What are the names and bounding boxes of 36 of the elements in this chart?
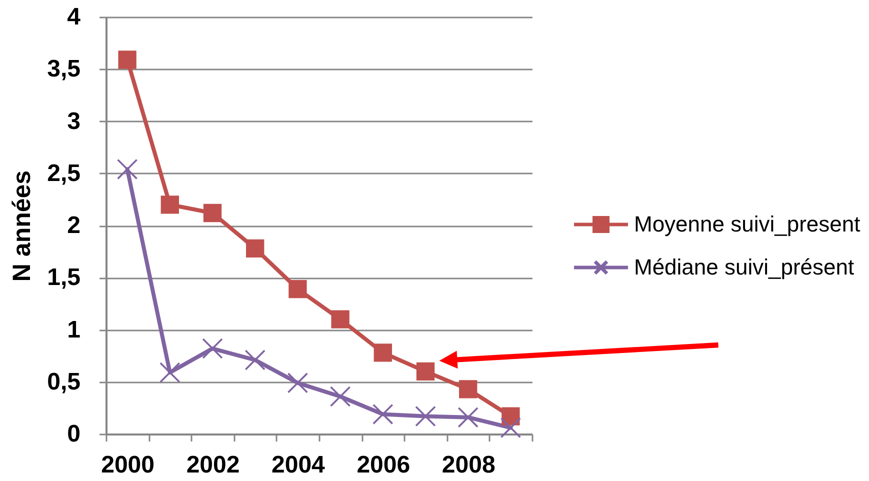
point (246, 239, 264, 258)
y-tick-label: 0 (67, 420, 80, 448)
point (287, 372, 308, 394)
y-tick-label: 3 (67, 108, 80, 135)
y-tick-label: 0,5 (47, 368, 80, 396)
legend-label: Moyenne suivi_present (634, 212, 860, 236)
point (372, 404, 394, 425)
y-axis-title: N années (8, 170, 36, 282)
point (416, 362, 435, 381)
point (331, 310, 350, 328)
point (118, 50, 136, 69)
point (374, 344, 392, 362)
point (415, 406, 436, 427)
x-tick-label: 2000 (101, 452, 154, 478)
legend-label: Médiane suivi_présent (634, 254, 854, 280)
point (288, 280, 307, 298)
y-tick-label: 1,5 (47, 264, 80, 292)
y-tick-label: 2 (67, 212, 80, 239)
point (116, 158, 138, 180)
point (244, 350, 266, 370)
y-tick-label: 2,5 (47, 160, 80, 187)
x-tick-label: 2008 (442, 452, 496, 478)
point (330, 386, 351, 407)
y-tick-label: 3,5 (47, 56, 80, 83)
y-tick-label: 1 (67, 316, 80, 344)
point (160, 196, 179, 214)
point (202, 338, 223, 359)
point (459, 380, 478, 398)
point (160, 362, 180, 383)
point (500, 417, 522, 438)
x-tick-label: 2004 (272, 452, 326, 478)
point (203, 204, 222, 222)
x-tick-label: 2006 (356, 452, 410, 478)
x-tick-label: 2002 (186, 452, 240, 478)
y-tick-label: 4 (67, 4, 82, 30)
point (458, 406, 478, 428)
